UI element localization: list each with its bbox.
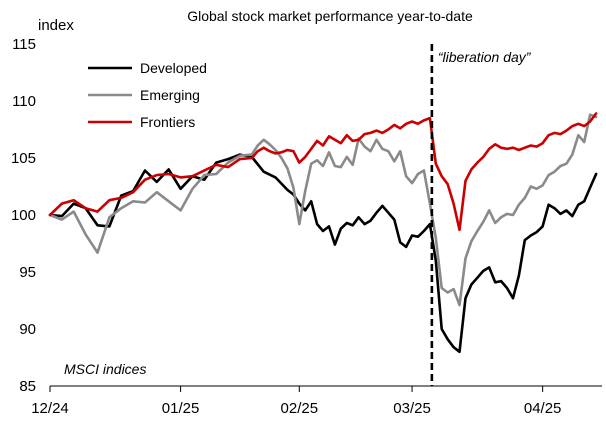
event-marker: “liberation day” [430, 44, 532, 386]
legend-label-frontiers: Frontiers [140, 114, 195, 130]
series-lines [48, 112, 598, 354]
chart-title: Global stock market performance year-to-… [187, 8, 473, 24]
y-axis: 85 90 95 100 105 110 115 [11, 36, 36, 395]
x-tick-label: 12/24 [31, 400, 69, 417]
legend: Developed Emerging Frontiers [88, 60, 207, 130]
y-tick-label: 100 [11, 207, 36, 224]
x-tick-label: 01/25 [162, 400, 200, 417]
y-axis-label: index [38, 17, 74, 34]
y-tick-label: 115 [12, 36, 36, 53]
y-tick-label: 90 [19, 321, 36, 338]
y-tick-label: 105 [11, 150, 36, 167]
legend-label-emerging: Emerging [140, 87, 200, 103]
y-tick-label: 85 [19, 378, 36, 395]
series-line-frontiers [48, 112, 598, 232]
x-tick-label: 03/25 [393, 400, 431, 417]
series-line-developed [48, 153, 598, 354]
x-axis: 12/24 01/25 02/25 03/25 04/25 [31, 385, 602, 417]
source-annotation: MSCI indices [64, 361, 146, 377]
y-tick-label: 95 [19, 264, 36, 281]
legend-label-developed: Developed [140, 60, 207, 76]
event-label: “liberation day” [438, 49, 532, 65]
series-line-emerging [48, 113, 598, 307]
x-tick-label: 04/25 [524, 400, 562, 417]
x-tick-label: 02/25 [281, 400, 319, 417]
y-tick-label: 110 [12, 93, 36, 110]
